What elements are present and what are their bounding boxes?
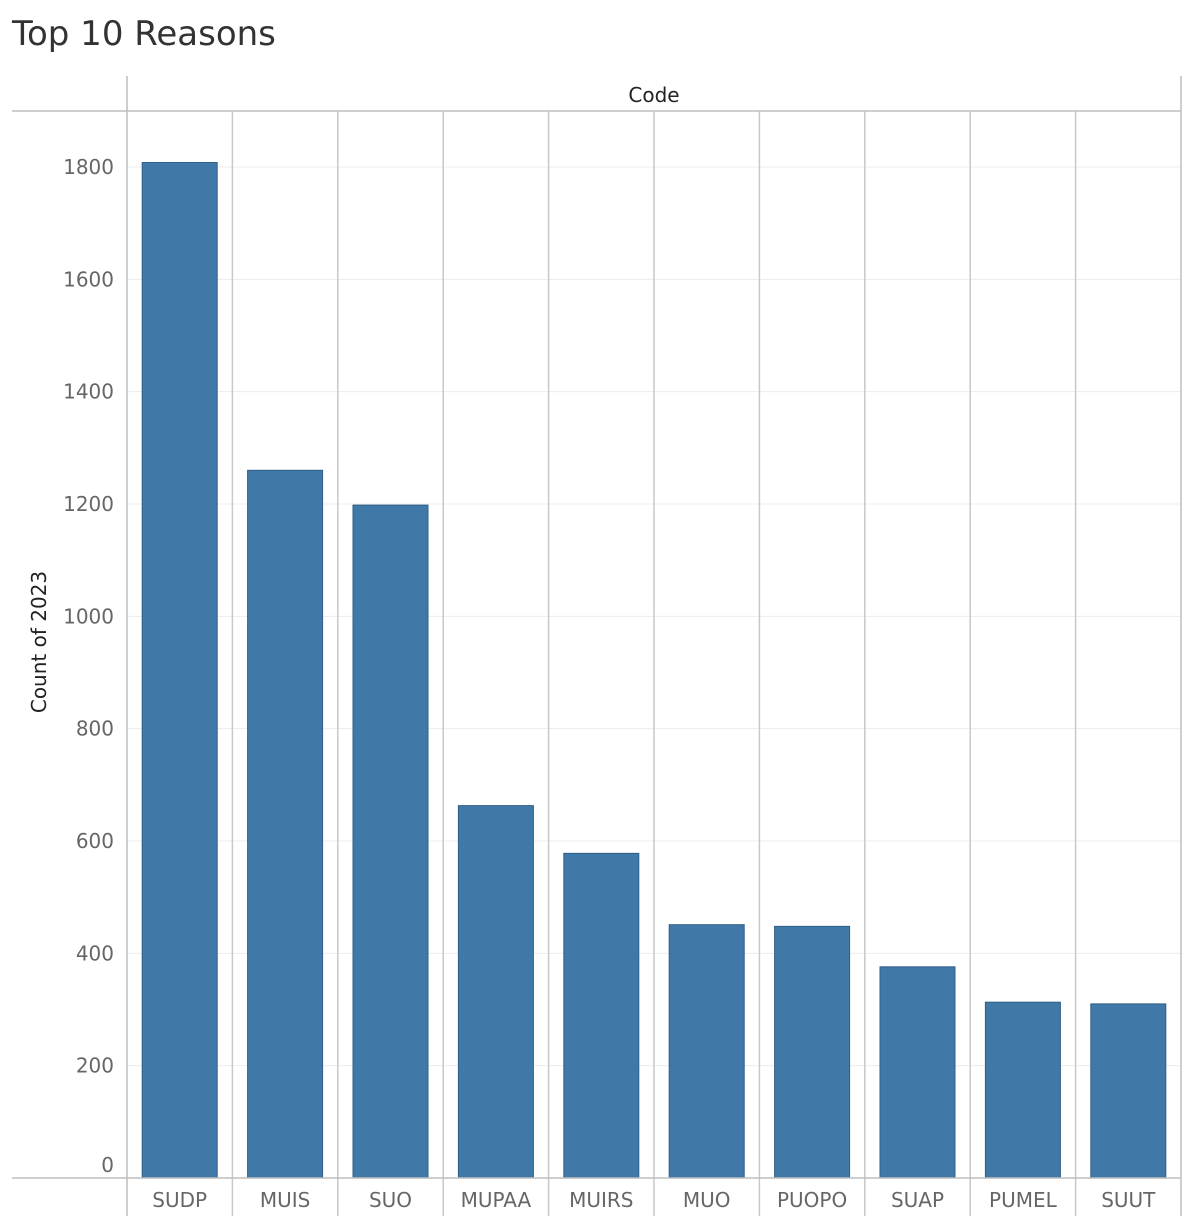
bar-muirs [563, 852, 640, 1179]
column-separators [231, 111, 1077, 1216]
column-header-label: Code [628, 83, 679, 107]
x-tick-label: SUO [369, 1188, 412, 1212]
bar-suap [879, 966, 956, 1179]
bar-mupaa [457, 805, 534, 1179]
x-tick-label: MUPAA [461, 1188, 532, 1212]
x-tick-label: MUIRS [569, 1188, 633, 1212]
y-tick-label: 0 [101, 1153, 114, 1177]
chart-frame [12, 76, 1182, 1216]
y-tick-label: 1000 [63, 604, 114, 628]
y-tick-label: 200 [76, 1054, 114, 1078]
bar-suut [1090, 1003, 1167, 1179]
bar-pumel [984, 1001, 1061, 1179]
x-tick-label: PUMEL [989, 1188, 1058, 1212]
x-axis-ticks: SUDP MUIS SUO MUPAA MUIRS MUO PUOPO SUAP PUMEL SU… [152, 1188, 1156, 1212]
x-tick-label: MUO [683, 1188, 731, 1212]
bars [141, 162, 1167, 1179]
y-tick-label: 600 [76, 829, 114, 853]
bar-puopo [774, 925, 851, 1179]
chart-title: Top 10 Reasons [12, 14, 276, 54]
bar-sudp [141, 162, 218, 1179]
x-tick-label: SUUT [1101, 1188, 1156, 1212]
y-tick-label: 800 [76, 717, 114, 741]
x-tick-label: SUDP [152, 1188, 207, 1212]
x-tick-label: SUAP [891, 1188, 944, 1212]
bar-suo [352, 504, 429, 1179]
y-tick-label: 1600 [63, 267, 114, 291]
x-tick-label: MUIS [260, 1188, 311, 1212]
y-axis-ticks: 0 200 400 600 800 1000 1200 1400 1600 1800 [63, 155, 114, 1177]
y-tick-label: 1200 [63, 492, 114, 516]
x-tick-label: PUOPO [777, 1188, 847, 1212]
bar-muo [668, 924, 745, 1179]
y-tick-label: 1800 [63, 155, 114, 179]
y-axis-title: Count of 2023 [27, 571, 51, 713]
bar-muis [247, 469, 324, 1179]
y-tick-label: 1400 [63, 380, 114, 404]
y-tick-label: 400 [76, 941, 114, 965]
